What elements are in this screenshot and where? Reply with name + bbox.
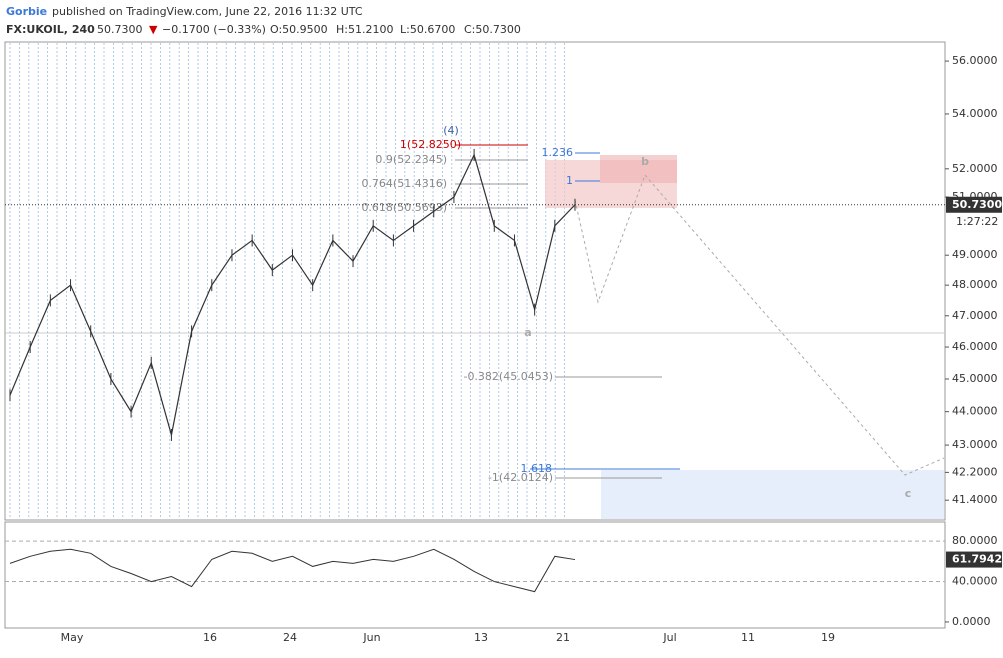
published: published on TradingView.com, June 22, 2… xyxy=(52,5,363,18)
x-tick-label: 16 xyxy=(203,631,217,644)
countdown: 1:27:22 xyxy=(956,215,998,228)
symbol: FX:UKOIL, 240 xyxy=(6,23,95,36)
session-lines xyxy=(9,43,565,519)
y-tick-label: 43.0000 xyxy=(952,438,998,451)
fib-label: -1(42.0124) xyxy=(488,471,553,484)
fib-label: 0.764(51.4316) xyxy=(361,177,447,190)
current-price-tag xyxy=(946,196,1002,213)
wave-c: c xyxy=(905,487,912,500)
fib-label: 1(52.8250) xyxy=(400,138,461,151)
projection xyxy=(574,174,945,476)
y-tick-label: 48.0000 xyxy=(952,278,998,291)
price-pane xyxy=(4,41,946,521)
x-tick-label: 11 xyxy=(741,631,755,644)
wave-4: (4) xyxy=(443,124,459,137)
fib-ext-label: 1 xyxy=(566,174,573,187)
y-tick-label: 0.0000 xyxy=(952,615,991,628)
fib-label: 0.9(52.2345) xyxy=(375,153,447,166)
y-tick-label: 54.0000 xyxy=(952,107,998,120)
rsi-pane xyxy=(4,521,946,629)
y-tick-label: 49.0000 xyxy=(952,248,998,261)
x-tick-label: 21 xyxy=(556,631,570,644)
x-tick-label: Jun xyxy=(362,631,380,644)
y-tick-label: 52.0000 xyxy=(952,162,998,175)
fib-label: 0.618(50.5693) xyxy=(361,201,447,214)
wave-b: b xyxy=(641,155,649,168)
y-tick-label: 80.0000 xyxy=(952,534,998,547)
y-tick-label: 40.0000 xyxy=(952,575,998,588)
low: L:50.6700 xyxy=(400,23,455,36)
y-tick-label: 47.0000 xyxy=(952,309,998,322)
x-tick-label: Jul xyxy=(662,631,676,644)
last: 50.7300 xyxy=(97,23,143,36)
high: H:51.2100 xyxy=(336,23,393,36)
author[interactable]: Gorbie xyxy=(6,5,47,18)
target-zone-inner xyxy=(600,155,677,183)
y-tick-label: 46.0000 xyxy=(952,340,998,353)
x-tick-label: May xyxy=(61,631,84,644)
rsi-current-label: 61.7942 xyxy=(952,553,1002,566)
change: −0.1700 (−0.33%) xyxy=(162,23,266,36)
x-tick-label: 24 xyxy=(283,631,297,644)
current-price-label: 50.7300 xyxy=(952,198,1002,211)
y-tick-label: 42.2000 xyxy=(952,465,998,478)
y-tick-label: 41.4000 xyxy=(952,493,998,506)
x-tick-label: 19 xyxy=(821,631,835,644)
y-tick-label: 44.0000 xyxy=(952,405,998,418)
rsi-tag xyxy=(946,551,1002,568)
open: O:50.9500 xyxy=(270,23,328,36)
arrow: ▼ xyxy=(149,23,158,36)
y-tick-label: 56.0000 xyxy=(952,54,998,67)
c-zone xyxy=(601,470,944,519)
close: C:50.7300 xyxy=(464,23,521,36)
fib-ext-label: 1.618 xyxy=(521,462,553,475)
wave-a: a xyxy=(524,326,531,339)
fib-label: -0.382(45.0453) xyxy=(463,370,553,383)
fib-lines xyxy=(455,144,680,479)
fib-ext-label: 1.236 xyxy=(542,146,574,159)
rsi-line xyxy=(9,548,576,593)
x-tick-label: 13 xyxy=(474,631,488,644)
y-tick-label: 45.0000 xyxy=(952,372,998,385)
